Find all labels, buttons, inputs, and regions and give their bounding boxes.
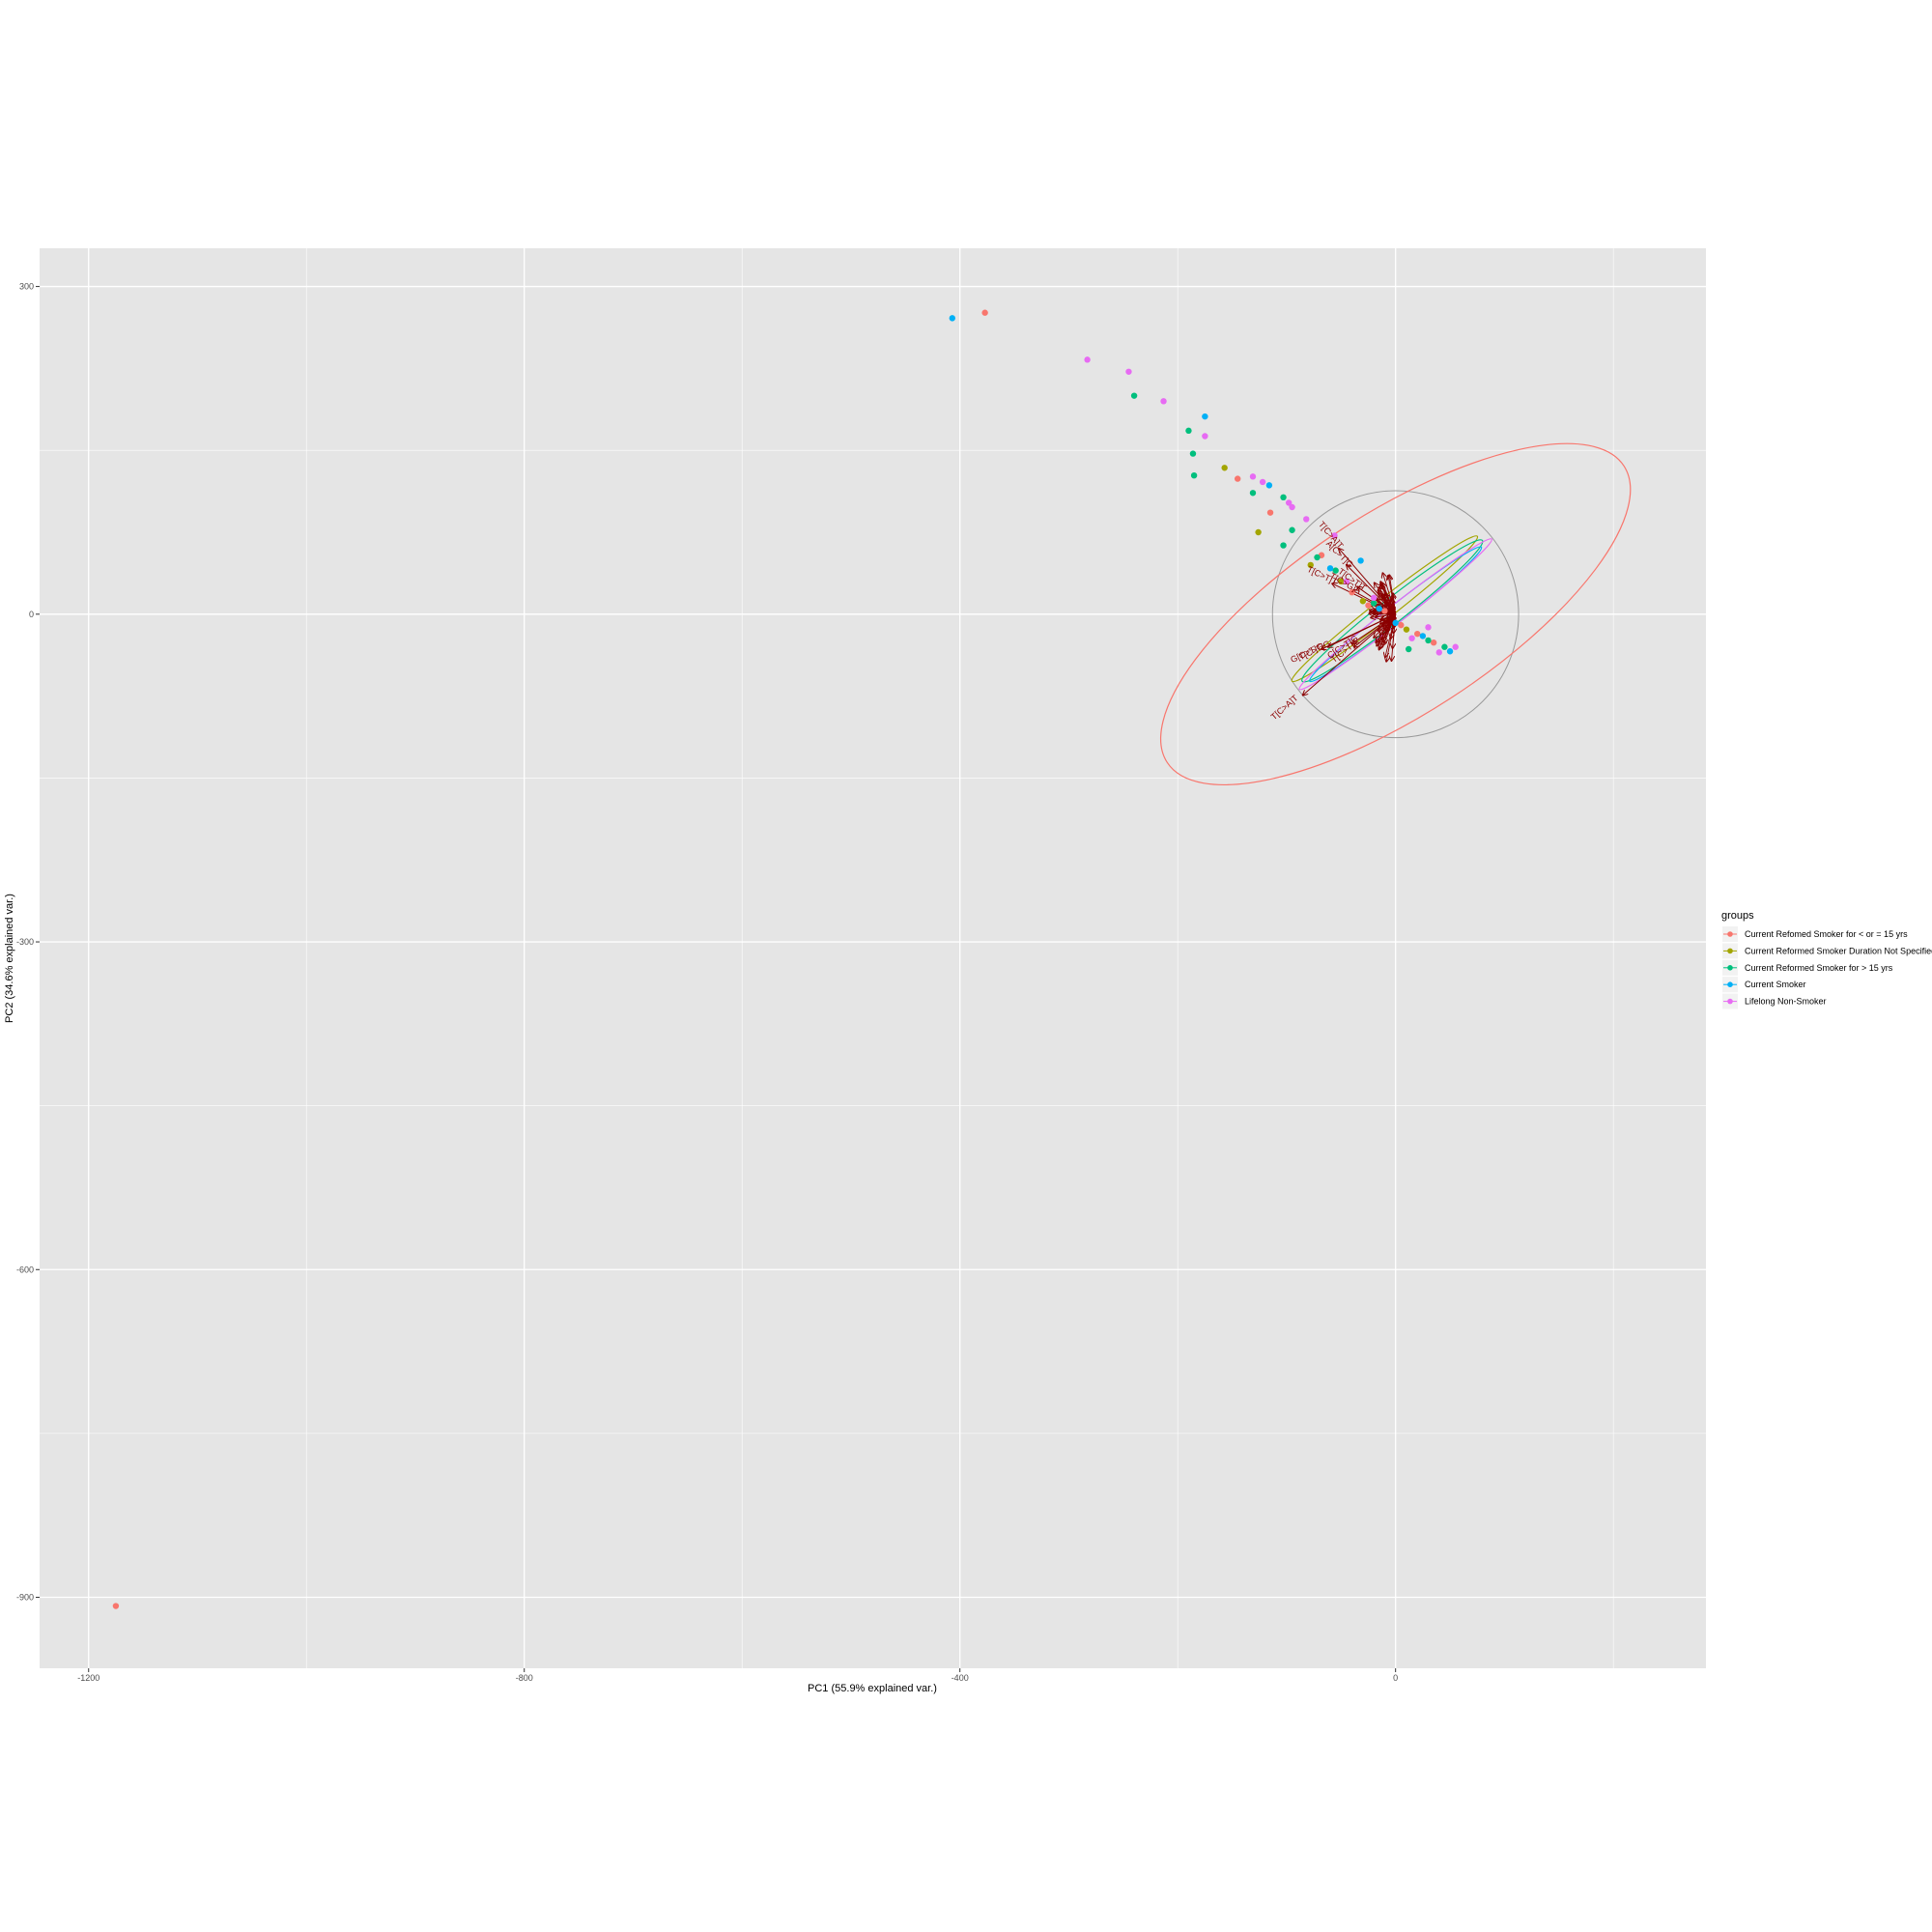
data-point — [1125, 368, 1132, 375]
y-tick-label: -600 — [16, 1264, 34, 1274]
data-point — [1406, 645, 1412, 653]
data-point — [1202, 433, 1208, 440]
correlation-circle-layer — [1271, 490, 1520, 739]
x-axis-title: PC1 (55.9% explained var.) — [808, 1683, 937, 1694]
y-axis-title: PC2 (34.6% explained var.) — [4, 894, 15, 1023]
x-tick-label: -800 — [516, 1673, 533, 1683]
data-point — [1357, 557, 1364, 564]
data-point — [1370, 594, 1378, 602]
correlation-circle — [1271, 490, 1520, 739]
data-point — [1452, 643, 1459, 650]
plot-panel-background — [40, 248, 1706, 1668]
data-point — [1289, 526, 1295, 533]
data-point — [1259, 478, 1266, 486]
legend-key-dot — [1727, 998, 1733, 1005]
data-point — [981, 309, 988, 316]
legend-label: Current Reformed Smoker Duration Not Spe… — [1745, 946, 1932, 955]
loading-vector — [1392, 605, 1396, 614]
legend-title: groups — [1721, 910, 1754, 922]
grid-lines — [40, 248, 1706, 1668]
legend-key-dot — [1727, 981, 1733, 987]
data-point — [1392, 619, 1399, 627]
data-point — [1338, 578, 1345, 585]
loading-vector — [1321, 613, 1396, 649]
data-point — [1343, 578, 1350, 585]
data-point — [1234, 475, 1241, 482]
legend-label: Current Reformed Smoker for > 15 yrs — [1745, 963, 1893, 973]
data-point — [1185, 427, 1192, 435]
legend: groups Current Refomed Smoker for < or =… — [1721, 910, 1932, 1009]
y-tick-label: 300 — [19, 282, 34, 292]
data-point — [1280, 494, 1287, 501]
legend-label: Current Refomed Smoker for < or = 15 yrs — [1745, 929, 1908, 939]
data-point — [1403, 626, 1410, 633]
loading-vector — [1357, 587, 1396, 615]
loading-vector — [1303, 613, 1397, 696]
data-point — [1202, 412, 1208, 420]
legend-key-dot — [1727, 965, 1733, 971]
data-point — [1359, 598, 1367, 605]
data-point — [1332, 567, 1339, 574]
y-tick-label: -300 — [16, 937, 34, 947]
legend-key-dot — [1727, 948, 1733, 954]
group-ellipse — [1159, 442, 1632, 785]
x-tick-label: -400 — [952, 1673, 969, 1683]
data-point — [1331, 532, 1338, 539]
data-point — [1381, 608, 1388, 614]
legend-label: Lifelong Non-Smoker — [1745, 997, 1827, 1007]
legend-entries: Current Refomed Smoker for < or = 15 yrs… — [1722, 926, 1932, 1009]
data-point — [1414, 630, 1421, 638]
data-point — [1430, 639, 1437, 646]
data-point — [1160, 398, 1167, 405]
legend-label: Current Smoker — [1745, 980, 1806, 989]
data-point — [949, 315, 956, 322]
data-point — [1265, 482, 1273, 489]
data-point — [1365, 602, 1372, 609]
data-point — [1084, 356, 1091, 363]
legend-key-dot — [1727, 931, 1733, 937]
loading-vector — [1354, 613, 1396, 647]
data-point — [1255, 528, 1262, 536]
data-point — [1190, 472, 1198, 479]
data-point — [1221, 465, 1228, 471]
data-point — [1446, 648, 1454, 655]
data-point — [1398, 621, 1405, 629]
y-axis-ticks: 300 0 -300 -600 -900 — [16, 282, 40, 1603]
data-point — [1280, 542, 1287, 549]
data-point — [1435, 649, 1442, 656]
data-point — [1266, 509, 1274, 516]
x-tick-label: 0 — [1393, 1673, 1398, 1683]
loading-vector — [1352, 613, 1396, 644]
data-point — [1189, 450, 1197, 457]
y-tick-label: 0 — [29, 610, 34, 619]
data-point — [1289, 503, 1295, 511]
y-tick-label: -900 — [16, 1593, 34, 1603]
data-point — [1425, 637, 1432, 644]
data-points — [112, 309, 1459, 1609]
data-point — [1349, 588, 1355, 596]
x-tick-label: -1200 — [77, 1673, 99, 1683]
data-point — [112, 1603, 120, 1609]
data-point — [1441, 643, 1448, 650]
loading-vector — [1347, 565, 1397, 615]
x-axis-ticks: -1200 -800 -400 0 — [77, 1668, 1398, 1683]
data-point — [1425, 624, 1432, 631]
loading-vector — [1384, 613, 1397, 629]
data-point — [1249, 473, 1257, 480]
data-point — [1419, 633, 1427, 639]
loading-vector — [1339, 549, 1397, 615]
data-point — [1307, 561, 1314, 569]
data-point — [1370, 600, 1378, 607]
data-point — [1314, 554, 1321, 561]
data-point — [1303, 516, 1310, 523]
data-point — [1326, 565, 1334, 572]
data-point — [1376, 605, 1382, 612]
data-point — [1408, 635, 1415, 641]
data-point — [1285, 499, 1293, 506]
data-point — [1249, 490, 1257, 497]
data-point — [1130, 392, 1138, 399]
